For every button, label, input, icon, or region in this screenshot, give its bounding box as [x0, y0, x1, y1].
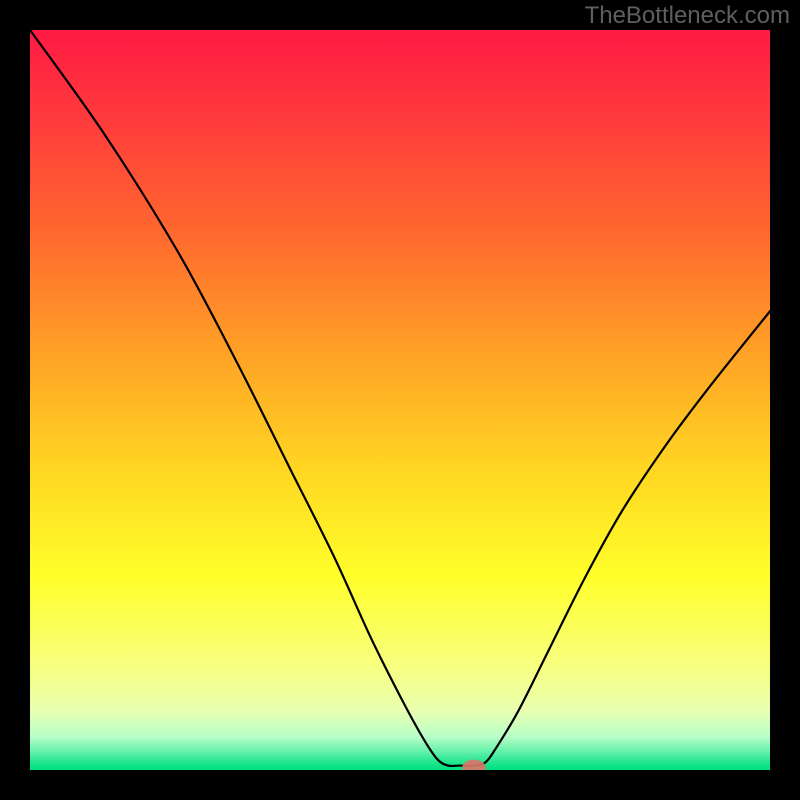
plot-area: [30, 30, 770, 770]
chart-background: [30, 30, 770, 770]
watermark-text: TheBottleneck.com: [585, 2, 790, 30]
figure-container: TheBottleneck.com: [0, 0, 800, 800]
bottleneck-chart: [30, 30, 770, 770]
